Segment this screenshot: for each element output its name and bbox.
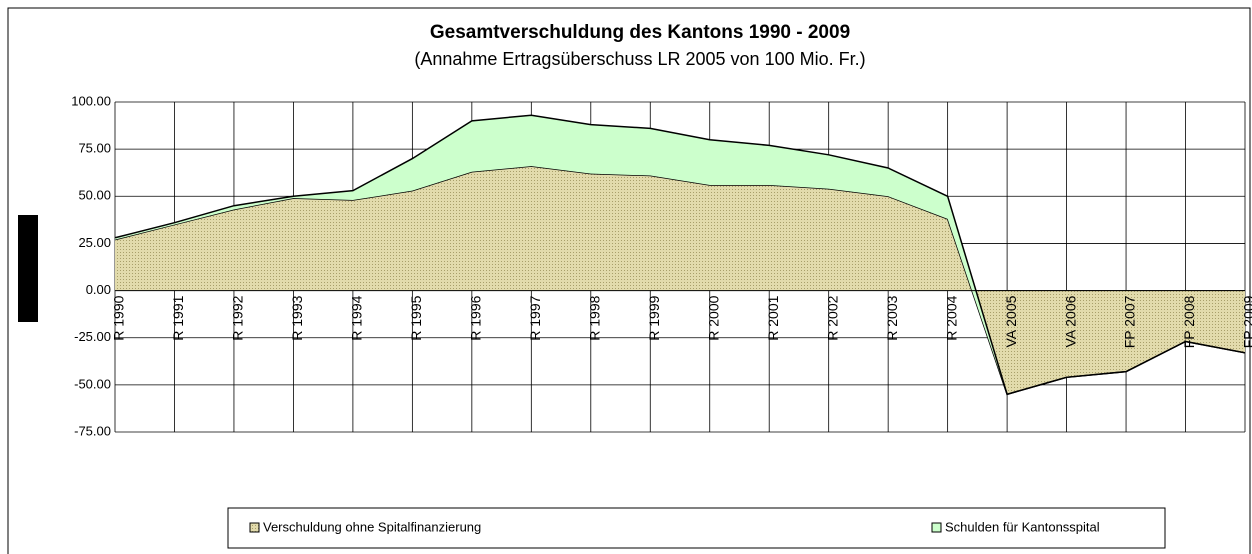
y-tick-label: 100.00: [71, 93, 111, 108]
x-tick-label: FP 2009: [1241, 295, 1252, 348]
x-tick-label: R 2003: [884, 295, 900, 340]
x-tick-label: R 1999: [646, 295, 662, 340]
x-tick-label: R 2000: [705, 295, 721, 340]
y-tick-label: -25.00: [74, 329, 111, 344]
black-box: [18, 215, 38, 322]
chart-subtitle: (Annahme Ertragsüberschuss LR 2005 von 1…: [414, 49, 865, 69]
y-tick-label: 25.00: [78, 235, 111, 250]
y-tick-label: 75.00: [78, 141, 111, 156]
x-tick-label: VA 2005: [1003, 295, 1019, 347]
x-tick-label: R 2002: [824, 295, 840, 340]
x-tick-label: R 1998: [586, 295, 602, 340]
y-tick-label: 0.00: [86, 282, 111, 297]
y-tick-label: 50.00: [78, 188, 111, 203]
area: [115, 166, 1245, 395]
x-tick-label: R 1992: [230, 295, 246, 340]
chart-title: Gesamtverschuldung des Kantons 1990 - 20…: [430, 22, 850, 43]
x-tick-label: R 1997: [527, 295, 543, 340]
x-tick-label: R 1995: [408, 295, 424, 340]
x-tick-label: R 2004: [943, 295, 959, 340]
area: [115, 115, 1245, 395]
x-tick-label: R 1994: [349, 295, 365, 340]
area-line: [114, 114, 1246, 396]
legend-label: Verschuldung ohne Spitalfinanzierung: [263, 519, 481, 534]
x-tick-label: R 1996: [468, 295, 484, 340]
legend-label: Schulden für Kantonsspital: [945, 519, 1100, 534]
y-tick-label: -75.00: [74, 423, 111, 438]
x-tick-label: R 1993: [289, 295, 305, 340]
legend-swatch: [931, 522, 942, 533]
legend-swatch: [249, 522, 260, 533]
x-tick-label: R 1991: [170, 295, 186, 340]
x-tick-label: FP 2007: [1122, 295, 1138, 348]
legend: [227, 507, 1166, 549]
y-tick-label: -50.00: [74, 376, 111, 391]
x-tick-label: FP 2008: [1181, 295, 1197, 348]
x-tick-label: R 1990: [111, 295, 127, 340]
x-tick-label: R 2001: [765, 295, 781, 340]
x-tick-label: VA 2006: [1062, 295, 1078, 347]
